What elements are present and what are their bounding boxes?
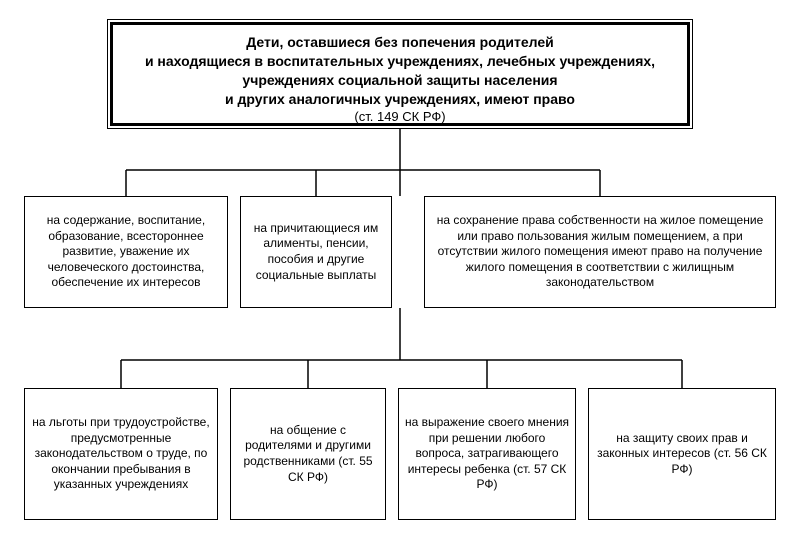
- root-subtitle: (ст. 149 СК РФ): [125, 109, 675, 126]
- child-node-row2-1: на общение с родителями и другими родств…: [230, 388, 386, 520]
- child-node-row2-3: на защиту своих прав и законных интересо…: [588, 388, 776, 520]
- child-text: на общение с родителями и другими родств…: [235, 423, 381, 485]
- child-node-row1-2: на сохранение права собственности на жил…: [424, 196, 776, 308]
- child-node-row1-1: на причитающиеся им алименты, пенсии, по…: [240, 196, 392, 308]
- root-title-line-3: учреждениях социальной защиты населения: [125, 71, 675, 90]
- child-node-row2-0: на льготы при трудоустройстве, предусмот…: [24, 388, 218, 520]
- root-title-line-4: и других аналогичных учреждениях, имеют …: [125, 90, 675, 109]
- child-text: на защиту своих прав и законных интересо…: [593, 431, 771, 478]
- root-node: Дети, оставшиеся без попечения родителей…: [110, 22, 690, 126]
- child-text: на содержание, воспитание, образование, …: [29, 213, 223, 291]
- child-text: на льготы при трудоустройстве, предусмот…: [29, 415, 213, 493]
- child-node-row2-2: на выражение своего мнения при решении л…: [398, 388, 576, 520]
- root-title-line-1: Дети, оставшиеся без попечения родителей: [125, 33, 675, 52]
- root-title-line-2: и находящиеся в воспитательных учреждени…: [125, 52, 675, 71]
- child-text: на выражение своего мнения при решении л…: [403, 415, 571, 493]
- child-node-row1-0: на содержание, воспитание, образование, …: [24, 196, 228, 308]
- child-text: на причитающиеся им алименты, пенсии, по…: [245, 221, 387, 283]
- child-text: на сохранение права собственности на жил…: [429, 213, 771, 291]
